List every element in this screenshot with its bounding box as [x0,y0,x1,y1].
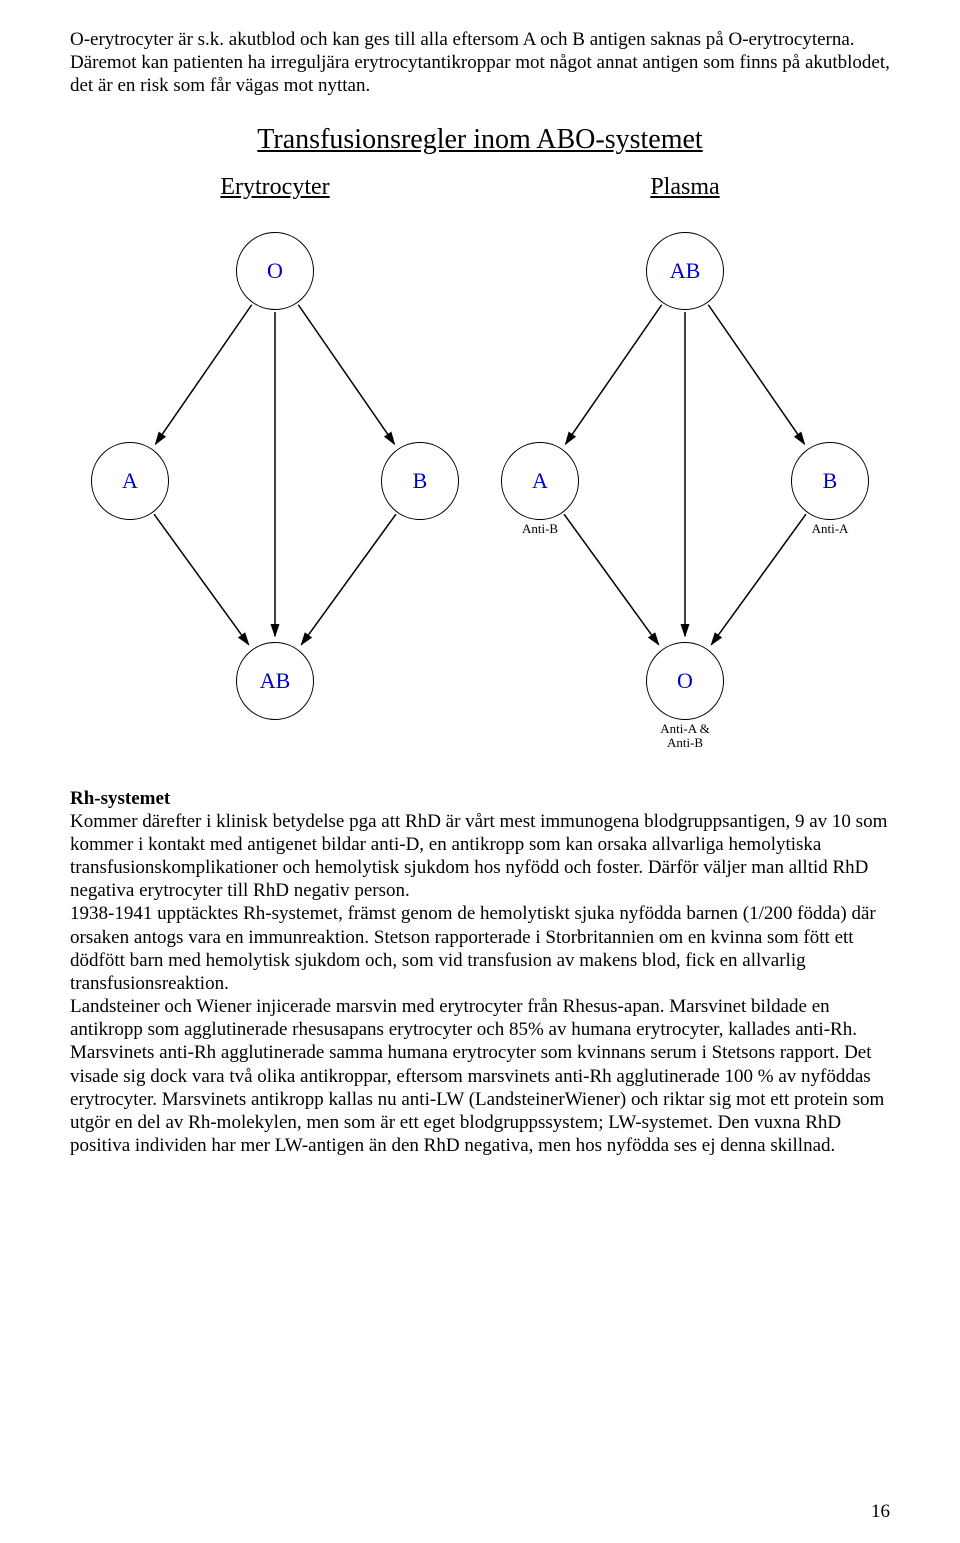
node-sublabel: Anti-A [790,522,870,536]
rh-paragraph-3: Landsteiner och Wiener injicerade marsvi… [70,995,890,1157]
node-o: O [646,642,724,720]
node-o: O [236,232,314,310]
arrow [301,514,396,644]
node-b: B [381,442,459,520]
panel-plasma: AB A Anti-B B Anti-A OAnti-A &Anti-B [480,201,890,761]
node-b: B [791,442,869,520]
node-ab: AB [236,642,314,720]
node-a: A [501,442,579,520]
arrow [156,304,252,443]
diagram-title: Transfusionsregler inom ABO-systemet [70,124,890,156]
page: O-erytrocyter är s.k. akutblod och kan g… [0,0,960,1543]
node-sublabel: Anti-A &Anti-B [645,722,725,751]
rh-paragraph-2: 1938-1941 upptäcktes Rh-systemet, främst… [70,902,890,995]
rh-heading: Rh-systemet [70,788,170,809]
arrow [154,514,249,644]
page-number: 16 [871,1501,890,1523]
rh-heading-block: Rh-systemet [70,787,890,810]
node-a: A [91,442,169,520]
arrow [708,304,804,443]
paragraph-top: O-erytrocyter är s.k. akutblod och kan g… [70,28,890,98]
arrow [298,304,394,443]
diagram-panels: OABAB ABAAnti-BBAnti-AOAnti-A &Anti-B [70,201,890,761]
arrow [566,304,662,443]
panel-title-plasma: Plasma [480,174,890,201]
panel-title-erytrocyter: Erytrocyter [70,174,480,201]
rh-paragraph-1: Kommer därefter i klinisk betydelse pga … [70,810,890,903]
panel-erytrocyter: OABAB [70,201,480,761]
node-ab: AB [646,232,724,310]
abo-diagram: Transfusionsregler inom ABO-systemet Ery… [70,124,890,761]
panel-titles: Erytrocyter Plasma [70,174,890,201]
node-sublabel: Anti-B [500,522,580,536]
